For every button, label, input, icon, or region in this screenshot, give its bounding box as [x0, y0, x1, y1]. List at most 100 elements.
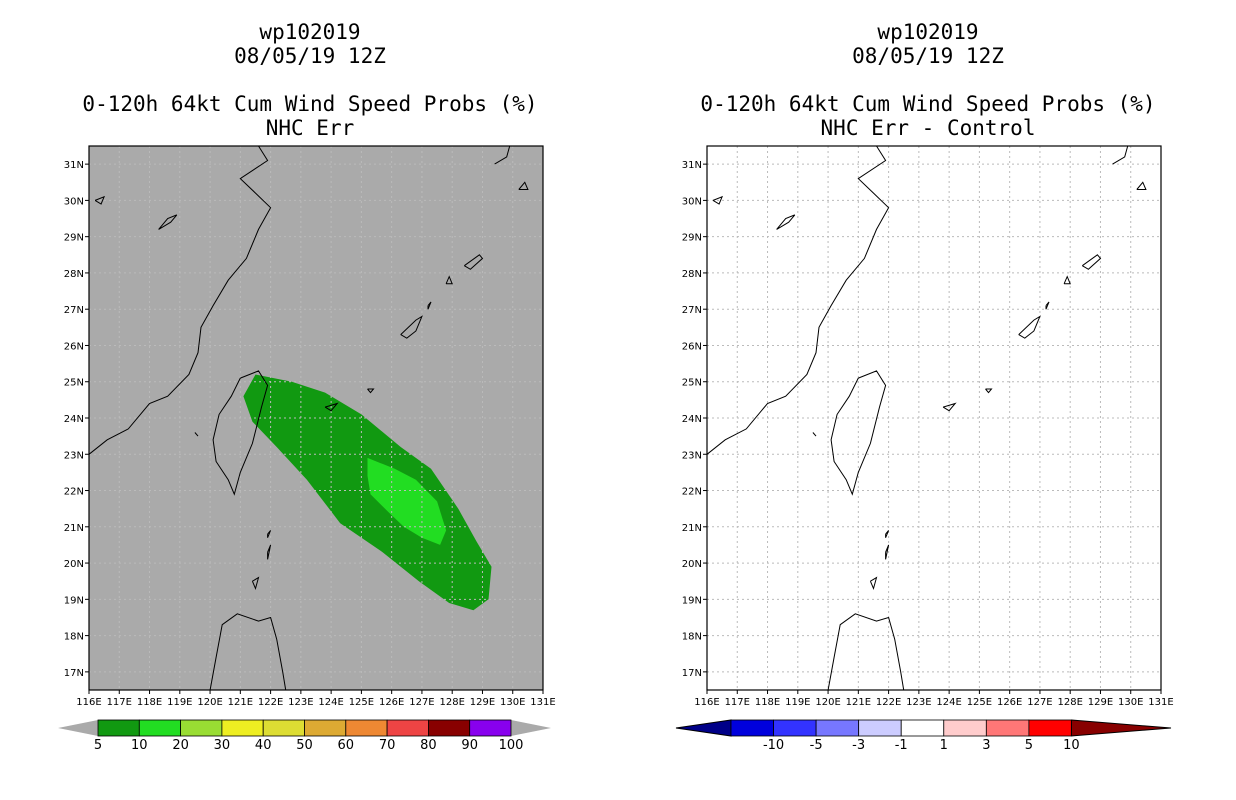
- y-tick-label: 24N: [682, 414, 702, 425]
- coastline: [427, 301, 432, 310]
- x-tick-label: 123E: [288, 697, 313, 708]
- y-tick-label: 27N: [64, 305, 84, 316]
- colorbar-label: 100: [499, 738, 524, 753]
- y-tick-label: 30N: [682, 196, 702, 207]
- coastline: [830, 370, 887, 496]
- x-tick-label: 123E: [906, 697, 931, 708]
- x-tick-label: 125E: [967, 697, 992, 708]
- colorbar-swatch: [138, 719, 182, 737]
- coastline: [885, 544, 890, 560]
- coastline: [712, 195, 724, 205]
- coastline: [324, 402, 339, 412]
- coastline: [267, 530, 272, 538]
- colorbar-tip-left: [58, 720, 98, 736]
- coastline: [464, 254, 484, 270]
- y-tick-label: 26N: [682, 341, 702, 352]
- x-tick-label: 118E: [755, 697, 780, 708]
- y-tick-label: 30N: [64, 196, 84, 207]
- x-tick-label: 130E: [1118, 697, 1143, 708]
- x-tick-label: 122E: [876, 697, 901, 708]
- y-tick-label: 26N: [64, 341, 84, 352]
- x-tick-label: 116E: [694, 697, 719, 708]
- y-tick-label: 28N: [64, 269, 84, 280]
- grid-lines-1: [707, 146, 1161, 690]
- x-tick-label: 130E: [500, 697, 525, 708]
- y-tick-label: 29N: [64, 233, 84, 244]
- y-tick-label: 31N: [64, 160, 84, 171]
- x-tick-label: 128E: [439, 697, 464, 708]
- coastline: [1045, 301, 1050, 310]
- colorbar-swatch: [858, 719, 902, 737]
- grid-lines-0: [89, 146, 543, 690]
- y-tick-label: 19N: [682, 595, 702, 606]
- colorbar-swatch: [304, 719, 347, 737]
- x-tick-label: 121E: [228, 697, 253, 708]
- x-tick-label: 122E: [258, 697, 283, 708]
- x-tick-label: 126E: [997, 697, 1022, 708]
- y-tick-label: 21N: [64, 523, 84, 534]
- y-tick-label: 28N: [682, 269, 702, 280]
- colorbar-swatch: [221, 719, 264, 737]
- right-panel-titles: wp102019 08/05/19 12Z 0-120h 64kt Cum Wi…: [658, 20, 1198, 140]
- colorbar-swatch: [730, 719, 774, 737]
- x-tick-label: 127E: [1027, 697, 1052, 708]
- colorbar-swatch: [180, 719, 223, 737]
- coastline: [209, 613, 287, 691]
- colorbar-swatch: [469, 719, 512, 737]
- y-tick-label: 18N: [64, 632, 84, 643]
- colorbar-swatch: [262, 719, 305, 737]
- x-tick-label: 124E: [936, 697, 961, 708]
- right-product-title: 0-120h 64kt Cum Wind Speed Probs (%): [700, 92, 1156, 116]
- coastline: [88, 145, 272, 455]
- coastline: [869, 576, 878, 591]
- colorbar-tip-right: [511, 720, 551, 736]
- right-subtitle: NHC Err - Control: [820, 116, 1036, 140]
- prob-contour-10-20: [367, 457, 447, 545]
- coastline: [212, 370, 269, 496]
- x-tick-label: 117E: [725, 697, 750, 708]
- colorbar-label: 1: [940, 738, 948, 753]
- coastline: [194, 432, 199, 437]
- y-tick-label: 18N: [682, 632, 702, 643]
- colorbar-label: -3: [852, 738, 865, 753]
- colorbar-label: 30: [214, 738, 231, 753]
- y-tick-label: 20N: [64, 559, 84, 570]
- right-datetime: 08/05/19 12Z: [852, 44, 1004, 68]
- colorbar-label: 10: [1063, 738, 1080, 753]
- coastline: [776, 214, 796, 230]
- y-tick-label: 17N: [64, 668, 84, 679]
- coastline: [445, 275, 453, 285]
- coastline: [251, 576, 260, 591]
- x-tick-label: 128E: [1057, 697, 1082, 708]
- coastline: [367, 388, 375, 394]
- x-tick-label: 120E: [197, 697, 222, 708]
- coastline: [985, 388, 993, 394]
- colorbar-swatch: [900, 719, 945, 737]
- colorbar-label: 80: [420, 738, 437, 753]
- colorbar-swatch: [1028, 719, 1072, 737]
- coastline: [827, 613, 905, 691]
- coastline: [1136, 181, 1147, 190]
- x-tick-label: 120E: [815, 697, 840, 708]
- y-tick-label: 29N: [682, 233, 702, 244]
- y-tick-label: 22N: [64, 487, 84, 498]
- colorbar-swatch: [773, 719, 817, 737]
- y-tick-label: 25N: [64, 378, 84, 389]
- colorbar-swatch: [386, 719, 429, 737]
- x-tick-label: 124E: [318, 697, 343, 708]
- colorbar-label: -1: [895, 738, 908, 753]
- left-storm-id: wp102019: [259, 20, 361, 44]
- x-tick-label: 119E: [167, 697, 192, 708]
- coastline: [400, 315, 423, 339]
- colorbar-label: 10: [131, 738, 148, 753]
- coastline: [1063, 275, 1071, 285]
- x-tick-label: 129E: [1088, 697, 1113, 708]
- y-tick-label: 25N: [682, 378, 702, 389]
- y-tick-label: 19N: [64, 595, 84, 606]
- x-tick-label: 131E: [1148, 697, 1173, 708]
- prob-contour-5-10: [243, 374, 492, 611]
- colorbar-label: 3: [982, 738, 990, 753]
- x-tick-label: 117E: [107, 697, 132, 708]
- colorbar-label: 90: [461, 738, 478, 753]
- colorbar-label: 50: [296, 738, 313, 753]
